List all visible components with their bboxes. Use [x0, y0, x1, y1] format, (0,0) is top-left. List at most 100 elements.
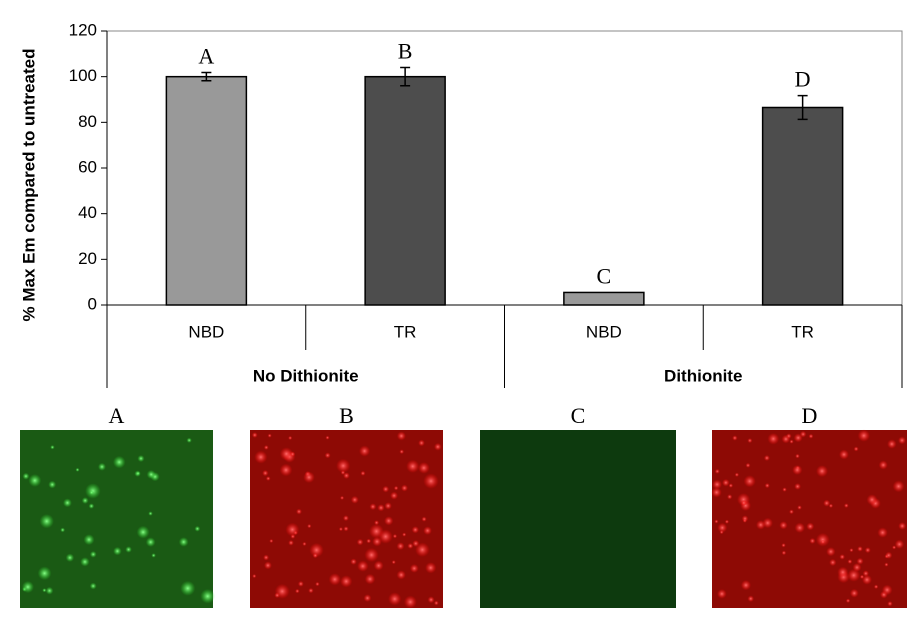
- fluorescent-spot: [48, 480, 57, 489]
- bar-label: B: [398, 39, 413, 64]
- fluorescent-spot: [343, 526, 349, 532]
- fluorescent-spot: [423, 473, 439, 489]
- fluorescent-spot: [302, 541, 307, 547]
- fluorescent-spot: [795, 453, 800, 459]
- fluorescent-spot: [719, 530, 724, 535]
- fluorescent-spot: [885, 551, 893, 559]
- fluorescent-spot: [845, 598, 851, 603]
- fluorescent-spot: [50, 445, 55, 450]
- fluorescent-spot: [364, 573, 376, 585]
- fluorescent-spot: [717, 589, 727, 599]
- fluorescent-spot: [377, 504, 385, 512]
- fluorescent-spot: [312, 552, 318, 559]
- fluorescent-spot: [263, 445, 269, 450]
- fluorescent-spot: [146, 469, 156, 480]
- fluorescent-spot: [884, 562, 889, 567]
- fluorescent-spot: [837, 566, 849, 578]
- fluorescent-spot: [360, 470, 366, 476]
- fluorescent-spot: [62, 498, 72, 508]
- fluorescent-spot: [113, 546, 122, 556]
- fluorescent-spot: [722, 478, 730, 487]
- fluorescent-spot: [336, 458, 351, 473]
- fluorescent-spot: [252, 574, 257, 579]
- fluorescent-spot: [295, 588, 300, 594]
- fluorescent-spot: [39, 514, 54, 529]
- fluorescent-spot: [864, 547, 871, 554]
- fluorescent-spot: [324, 452, 331, 459]
- fluorescent-spot: [285, 522, 300, 537]
- fluorescent-spot: [402, 532, 407, 537]
- fluorescent-spot: [411, 526, 419, 534]
- fluorescent-spot: [340, 495, 345, 500]
- fluorescent-spot: [887, 439, 897, 449]
- group-label: No Dithionite: [253, 366, 359, 385]
- fluorescent-spot: [388, 592, 402, 606]
- fluorescent-spot: [797, 505, 802, 510]
- fluorescent-spot: [877, 527, 888, 538]
- fluorescent-spot: [80, 557, 90, 567]
- fluorescent-spot: [820, 539, 826, 545]
- fluorescent-spot: [839, 554, 846, 560]
- error-bar: [797, 94, 808, 121]
- fluorescent-spot: [328, 573, 341, 586]
- fluorescent-spot: [267, 433, 272, 438]
- y-tick-label: 40: [78, 203, 97, 222]
- fluorescent-spot: [60, 527, 66, 533]
- fluorescent-spot: [303, 471, 315, 484]
- fluorescent-spot: [412, 540, 420, 547]
- fluorescent-spot: [338, 527, 343, 532]
- error-bar: [201, 71, 212, 82]
- fluorescent-spot: [399, 449, 405, 455]
- fluorescent-spot: [823, 499, 831, 507]
- fluorescent-spot: [186, 437, 192, 443]
- fluorescent-spot: [781, 434, 791, 444]
- fluorescent-spot: [89, 490, 94, 495]
- x-tick-label: TR: [394, 322, 417, 341]
- fluorescent-spot: [849, 588, 859, 598]
- fluorescent-spot: [137, 454, 145, 463]
- fluorescent-spot: [856, 557, 864, 565]
- fluorescent-spot: [728, 483, 734, 488]
- fluorescent-spot: [794, 483, 802, 490]
- fluorescent-spot: [878, 460, 888, 470]
- fluorescent-spot: [136, 471, 141, 476]
- fluorescent-spot: [403, 595, 417, 609]
- fluorescent-spot: [711, 487, 722, 498]
- fluorescent-spot: [808, 433, 814, 439]
- fluorescent-spot: [263, 554, 270, 561]
- fluorescent-spot: [806, 522, 815, 531]
- fluorescent-spot: [378, 529, 393, 544]
- fluorescent-spot: [396, 570, 406, 580]
- fluorescent-spot: [269, 538, 274, 544]
- image-label: A: [109, 403, 125, 428]
- fluorescent-spot: [727, 494, 733, 500]
- fluorescent-spot: [288, 539, 294, 546]
- fluorescent-spot: [350, 495, 359, 504]
- fluorescent-spot: [148, 511, 153, 516]
- fluorescent-spot: [145, 537, 156, 547]
- fluorescent-spot: [789, 439, 794, 444]
- x-tick-label: NBD: [188, 322, 224, 341]
- fluorescent-spot: [843, 503, 849, 508]
- fluorescent-spot: [364, 547, 379, 563]
- x-tick-label: NBD: [586, 322, 622, 341]
- fluorescent-spot: [401, 484, 408, 492]
- fluorescent-spot: [308, 587, 314, 594]
- fluorescent-spot: [732, 435, 738, 441]
- fluorescent-spot: [358, 445, 371, 457]
- fluorescent-spot: [734, 472, 740, 477]
- fluorescent-spot: [743, 475, 756, 488]
- fluorescent-spot: [384, 516, 394, 526]
- fluorescent-spot: [136, 525, 150, 539]
- fluorescent-spot: [747, 438, 753, 444]
- fluorescent-spot: [89, 550, 97, 558]
- fluorescent-spot: [898, 522, 907, 530]
- fluorescent-spot: [892, 480, 905, 493]
- fluorescent-spot: [356, 538, 364, 546]
- fluorescent-spot: [265, 476, 271, 481]
- fluorescent-spot: [747, 595, 755, 603]
- fluorescent-spot: [857, 429, 871, 442]
- fluorescent-spot: [396, 542, 405, 551]
- fluorescent-spot: [296, 508, 302, 515]
